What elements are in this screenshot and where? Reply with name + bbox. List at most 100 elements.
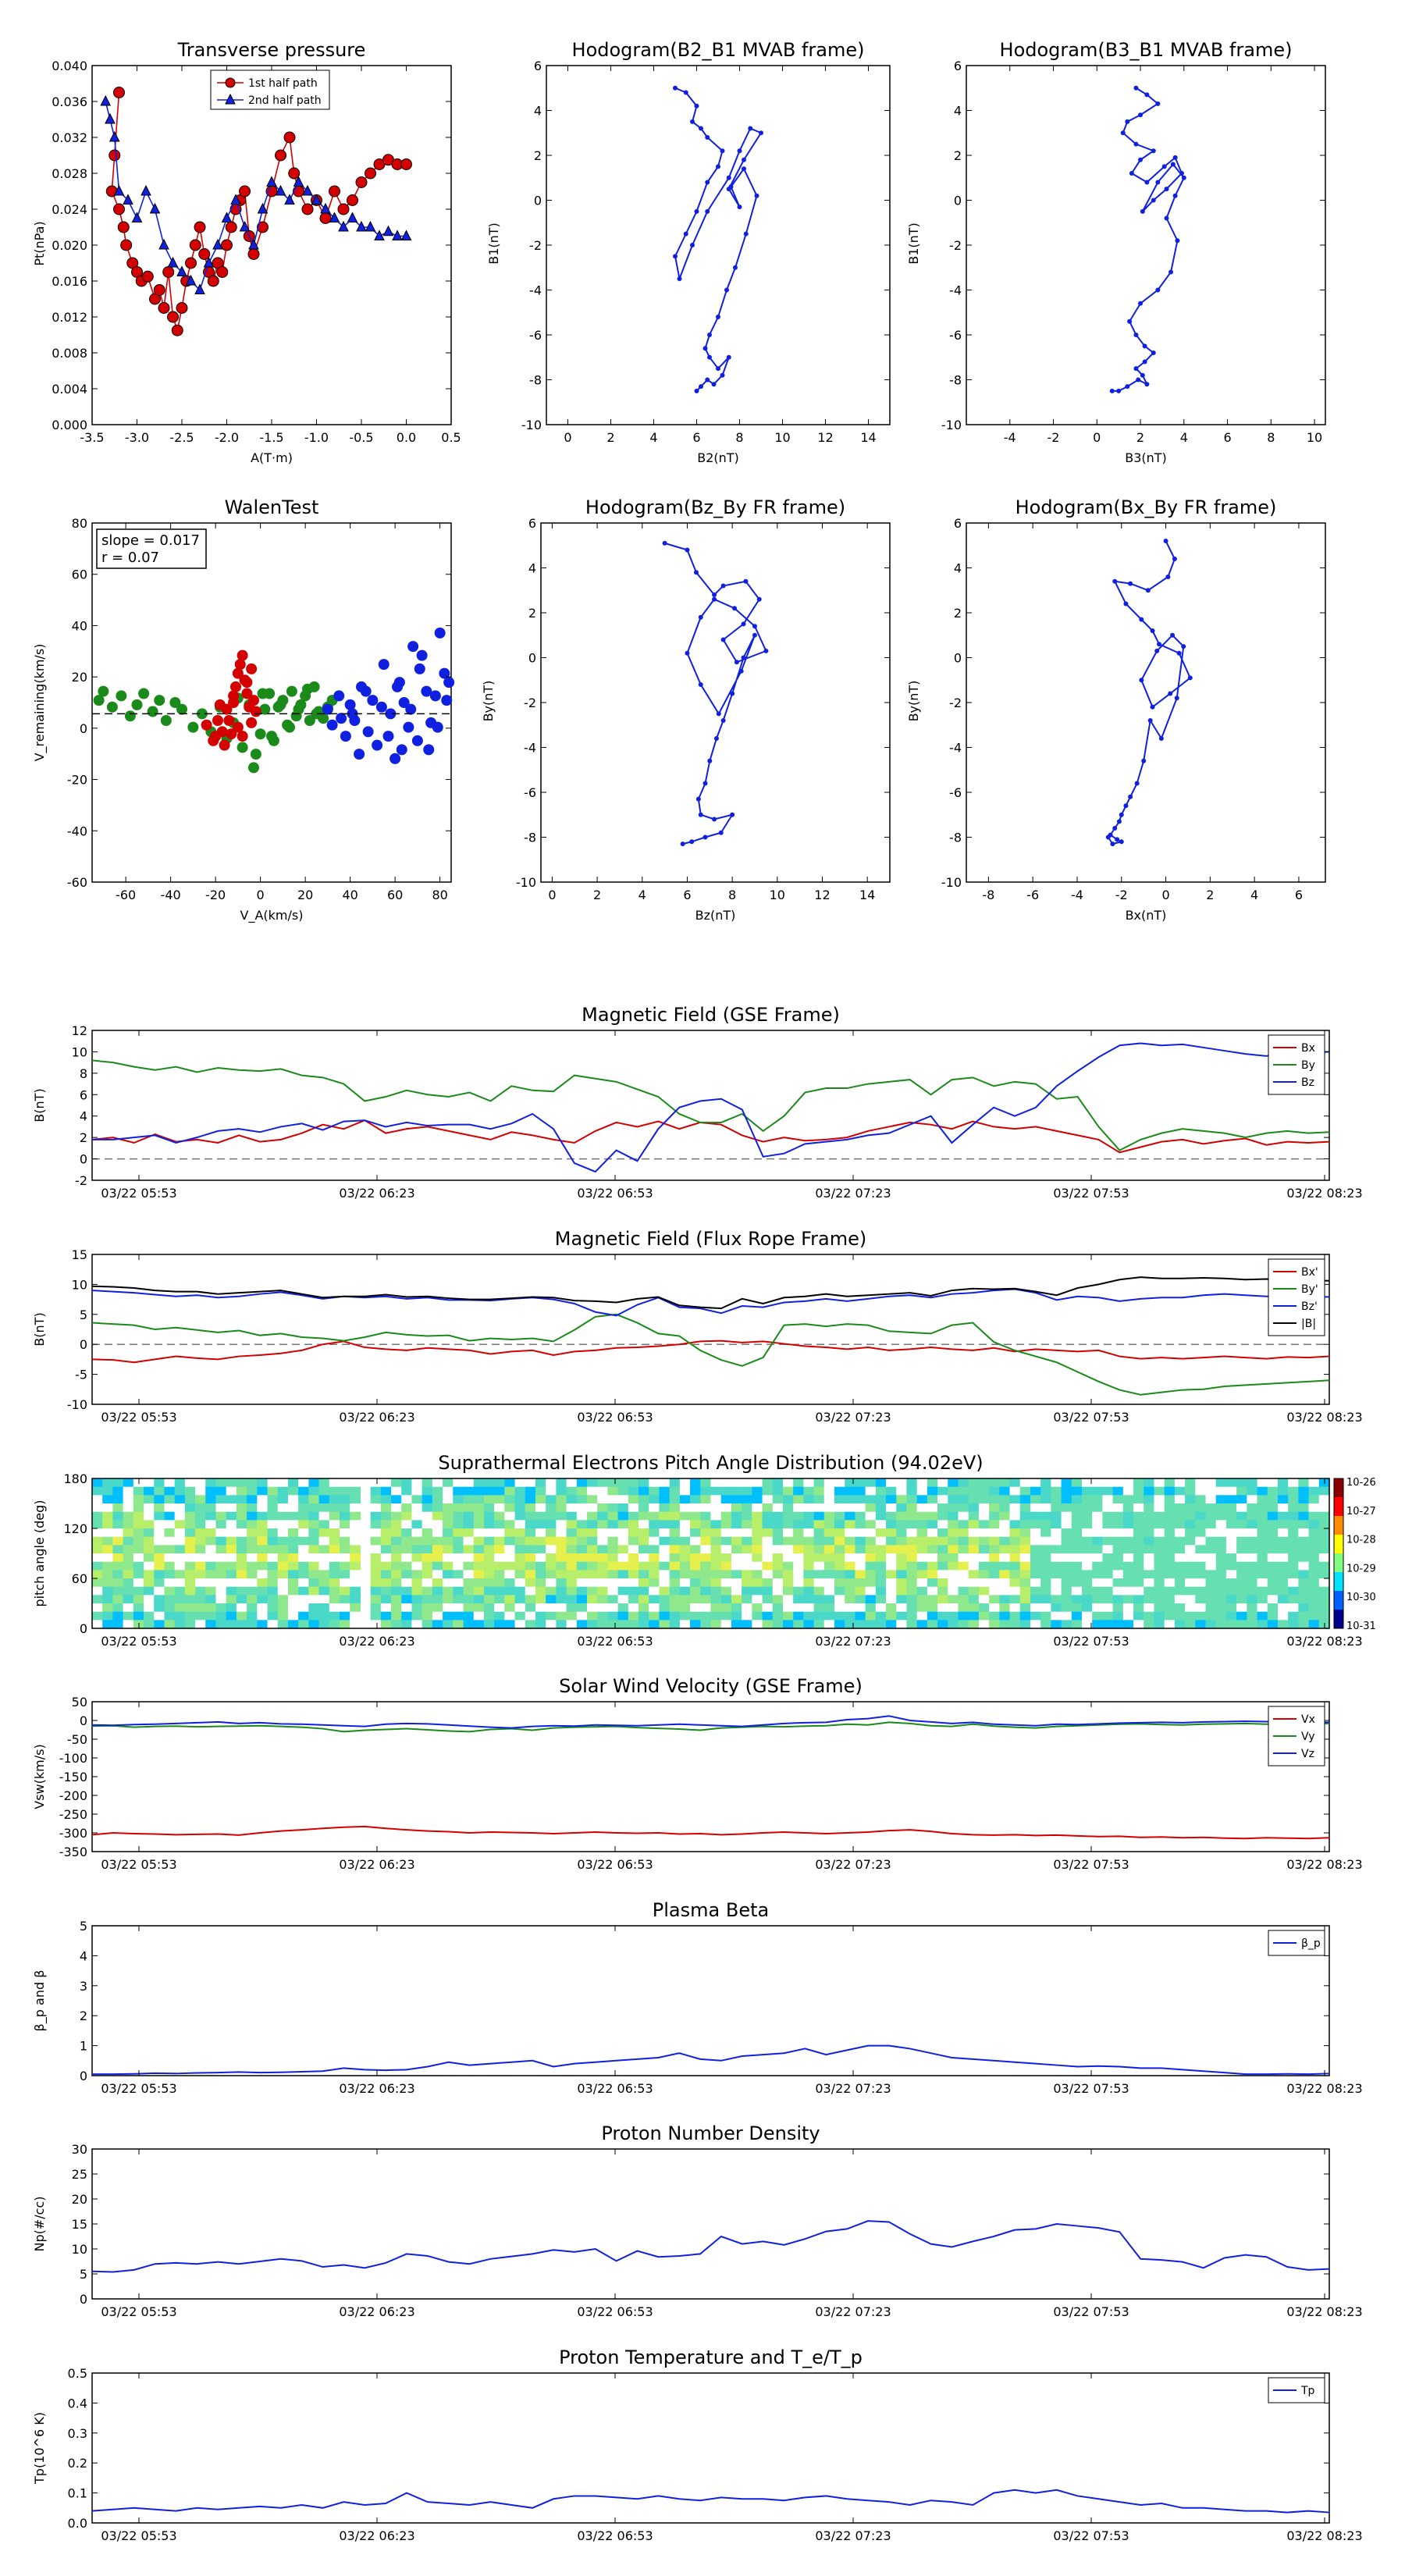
x-tick-label: 03/22 08:23 xyxy=(1286,1857,1362,1872)
heatmap-cell xyxy=(318,1553,330,1563)
heatmap-cell xyxy=(679,1595,691,1604)
heatmap-cell xyxy=(453,1570,464,1579)
heatmap-cell xyxy=(1318,1578,1330,1588)
x-tick-label: 03/22 08:23 xyxy=(1286,1410,1362,1425)
heatmap-cell xyxy=(1061,1545,1072,1554)
heatmap-cell xyxy=(432,1495,443,1504)
heatmap-cell xyxy=(1288,1536,1299,1546)
x-tick-label: -6 xyxy=(1026,888,1039,902)
heatmap-cell xyxy=(690,1528,701,1538)
heatmap-cell xyxy=(566,1561,578,1571)
heatmap-cell xyxy=(896,1536,908,1546)
heatmap-cell xyxy=(886,1595,897,1604)
heatmap-cell xyxy=(308,1620,320,1629)
chart-title: Hodogram(B3_B1 MVAB frame) xyxy=(1000,39,1293,61)
heatmap-cell xyxy=(287,1561,299,1571)
heatmap-cell xyxy=(473,1595,485,1604)
y-tick-label: 0 xyxy=(528,651,536,666)
heatmap-cell xyxy=(875,1611,887,1621)
heatmap-cell xyxy=(597,1478,609,1488)
heatmap-cell xyxy=(380,1578,392,1588)
heatmap-cell xyxy=(329,1611,340,1621)
heatmap-cell xyxy=(772,1553,784,1563)
heatmap-cell xyxy=(690,1603,701,1613)
heatmap-cell xyxy=(411,1520,423,1529)
heatmap-cell xyxy=(978,1620,990,1629)
heatmap-cell xyxy=(1277,1478,1289,1488)
heatmap-cell xyxy=(401,1486,413,1496)
data-point xyxy=(726,175,731,180)
heatmap-cell xyxy=(906,1478,918,1488)
heatmap-cell xyxy=(277,1511,289,1521)
data-point xyxy=(131,212,143,222)
x-tick-label: -40 xyxy=(161,888,181,902)
heatmap-cell xyxy=(92,1486,103,1496)
heatmap-cell xyxy=(236,1561,247,1571)
heatmap-cell xyxy=(607,1520,619,1529)
heatmap-cell xyxy=(855,1578,866,1588)
y-tick-label: 25 xyxy=(72,2167,87,2182)
data-point xyxy=(1119,839,1124,845)
heatmap-cell xyxy=(215,1520,227,1529)
heatmap-cell xyxy=(927,1603,938,1613)
heatmap-cell xyxy=(504,1545,516,1554)
heatmap-cell xyxy=(215,1495,227,1504)
data-point xyxy=(705,180,710,185)
heatmap-cell xyxy=(123,1586,134,1596)
heatmap-cell xyxy=(453,1603,464,1613)
heatmap-cell xyxy=(1112,1578,1124,1588)
heatmap-cell xyxy=(215,1586,227,1596)
data-point xyxy=(275,149,286,162)
data-point xyxy=(705,208,710,214)
heatmap-cell xyxy=(1298,1578,1310,1588)
data-point xyxy=(93,695,105,706)
heatmap-cell xyxy=(1288,1545,1299,1554)
heatmap-cell xyxy=(463,1620,475,1629)
heatmap-cell xyxy=(823,1536,835,1546)
heatmap-cell xyxy=(494,1553,505,1563)
heatmap-cell xyxy=(556,1620,567,1629)
y-tick-label: -10 xyxy=(521,418,542,432)
heatmap-cell xyxy=(617,1486,629,1496)
heatmap-cell xyxy=(473,1545,485,1554)
data-point xyxy=(311,194,322,205)
heatmap-cell xyxy=(999,1570,1011,1579)
heatmap-cell xyxy=(463,1586,475,1596)
heatmap-cell xyxy=(762,1536,774,1546)
heatmap-cell xyxy=(102,1570,114,1579)
heatmap-cell xyxy=(1318,1603,1330,1613)
heatmap-cell xyxy=(958,1536,969,1546)
heatmap-cell xyxy=(834,1495,845,1504)
heatmap-cell xyxy=(318,1520,330,1529)
heatmap-cell xyxy=(174,1570,186,1579)
data-point xyxy=(752,624,757,629)
heatmap-cell xyxy=(999,1553,1011,1563)
heatmap-cell xyxy=(525,1570,536,1579)
heatmap-cell xyxy=(340,1561,350,1571)
heatmap-cell xyxy=(391,1528,402,1538)
series-line-By' xyxy=(91,1313,1330,1396)
heatmap-cell xyxy=(123,1503,134,1513)
y-tick-label: -2 xyxy=(949,238,962,253)
heatmap-cell xyxy=(525,1520,536,1529)
data-point xyxy=(716,315,720,319)
heatmap-cell xyxy=(886,1611,897,1621)
heatmap-cell xyxy=(535,1620,546,1629)
heatmap-cell xyxy=(1071,1620,1083,1629)
heatmap-cell xyxy=(247,1478,258,1488)
heatmap-cell xyxy=(587,1478,598,1488)
heatmap-cell xyxy=(298,1528,309,1538)
heatmap-cell xyxy=(906,1578,918,1588)
y-tick-label: 0.036 xyxy=(52,94,87,109)
heatmap-cell xyxy=(742,1511,752,1521)
heatmap-cell xyxy=(236,1603,247,1613)
heatmap-cell xyxy=(195,1520,206,1529)
heatmap-cell xyxy=(267,1603,279,1613)
heatmap-cell xyxy=(1144,1553,1155,1563)
heatmap-cell xyxy=(350,1486,361,1496)
heatmap-cell xyxy=(1071,1478,1083,1488)
data-point xyxy=(737,148,742,154)
heatmap-cell xyxy=(556,1536,567,1546)
heatmap-cell xyxy=(1225,1536,1237,1546)
data-point xyxy=(1172,193,1178,198)
